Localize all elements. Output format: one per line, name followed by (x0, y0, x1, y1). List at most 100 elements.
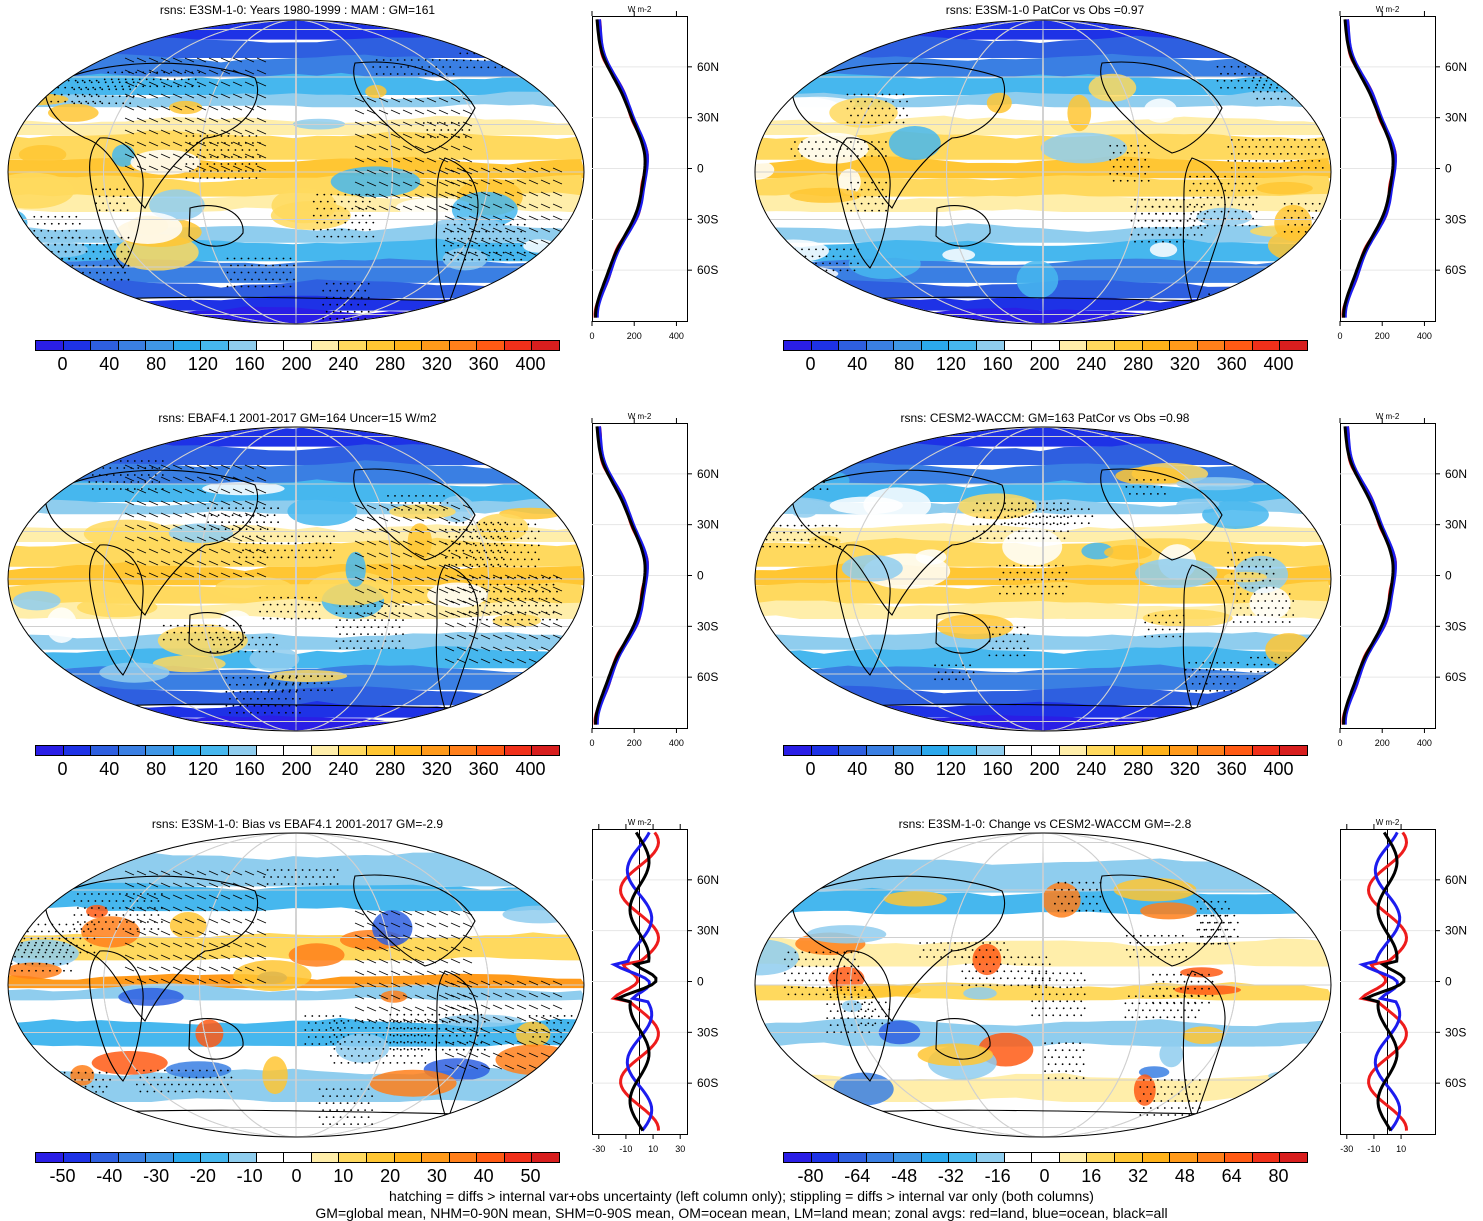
zonal-svg: 60N 30N 0 30S 60S -30 -10 10 30 W m-2 (592, 818, 719, 1154)
graticule-meridian (199, 427, 393, 731)
zonal-x-tick-label: 0 (589, 331, 594, 341)
colorbar-swatch (63, 341, 92, 350)
colorbar-tick-label: 40 (473, 1166, 494, 1186)
stippling-layer (38, 460, 558, 714)
colorbar-tick-label: 80 (146, 354, 167, 374)
colorbar-swatch (1280, 1153, 1307, 1162)
zonal-x-tick-label: 200 (627, 738, 642, 748)
colorbar-swatch (949, 746, 978, 755)
colorbar-swatch (311, 1153, 340, 1162)
colorbar-tick-label: -80 (797, 1166, 824, 1186)
colorbar-tick-label: 32 (1128, 1166, 1149, 1186)
colorbar-tick-label: 400 (515, 354, 546, 374)
colorbar-swatch (1225, 746, 1253, 755)
zonal-svg: 60N 30N 0 30S 60S -30 -10 10 W m-2 (1340, 818, 1467, 1154)
zonal-x-tick-label: 200 (1375, 331, 1390, 341)
coastline (1100, 61, 1223, 154)
colorbar-swatch (504, 1153, 533, 1162)
zonal-plot-2: 60N 30N 0 30S 60S 0 200 400 W m-2 (1337, 5, 1480, 361)
colorbar-swatch (1170, 1153, 1198, 1162)
colorbar-swatch (1032, 341, 1060, 350)
colorbar-swatch (894, 746, 922, 755)
map-svg (754, 19, 1332, 325)
map-field-patch (270, 201, 351, 230)
panel-title-1: rsns: E3SM-1-0: Years 1980-1999 : MAM : … (159, 3, 436, 17)
map-field-patch (789, 187, 861, 203)
zonal-lat-label: 30N (697, 111, 719, 125)
coastline (935, 612, 991, 654)
colorbar-swatch (866, 1153, 895, 1162)
zonal-svg: 60N 30N 0 30S 60S 0 200 400 W m-2 (1337, 412, 1467, 748)
colorbar-swatch (229, 1153, 257, 1162)
zonal-x-tick-label: 400 (669, 331, 684, 341)
colorbar-swatch (977, 1153, 1005, 1162)
coastline (791, 875, 1006, 1022)
map-field-patch (475, 513, 529, 542)
map-field-patch (149, 189, 205, 221)
map-field-patch (1159, 1041, 1183, 1068)
colorbar-swatch (839, 341, 867, 350)
map-field-patch (829, 97, 898, 128)
colorbar-swatch (921, 746, 950, 755)
zonal-line-all (1361, 831, 1406, 1132)
zonal-lat-label: 30N (1445, 924, 1467, 938)
coastline (89, 950, 144, 1082)
colorbar-swatch (532, 341, 559, 350)
zonal-x-tick-label: 200 (1375, 738, 1390, 748)
zonal-lat-label: 30S (1445, 1025, 1466, 1039)
colorbar-swatch (229, 746, 257, 755)
colorbar-tick-label: 200 (1029, 759, 1060, 779)
coastline (791, 62, 1006, 209)
map-field-patch (1133, 1074, 1156, 1106)
colorbar-swatch (949, 1153, 978, 1162)
colorbar-tick-label: 160 (982, 759, 1013, 779)
zonal-lat-label: 60S (1445, 1076, 1466, 1090)
zonal-x-tick-label: 30 (675, 1144, 685, 1154)
map-field-patch (152, 655, 226, 673)
zonal-lat-label: 0 (697, 162, 704, 176)
panel-title-2: rsns: E3SM-1-0 PatCor vs Obs =0.97 (945, 3, 1145, 17)
colorbar-tick-label: 360 (1216, 354, 1247, 374)
colorbar-swatch (366, 1153, 395, 1162)
colorbar-tick-label: 80 (894, 759, 915, 779)
colorbar-swatches (783, 1152, 1308, 1163)
colorbar-tick-label: -32 (937, 1166, 964, 1186)
colorbar-swatch (477, 746, 505, 755)
colorbar-swatch (894, 1153, 922, 1162)
colorbar-swatch (311, 341, 340, 350)
map-field-patch (8, 66, 46, 94)
colorbar-tick-label: 0 (57, 354, 68, 374)
map-field-patch (91, 1051, 168, 1075)
colorbar-tick-label: 0 (805, 354, 816, 374)
map-field-patch (806, 925, 887, 944)
map-field-patch (1002, 528, 1063, 566)
map-field-patch (1040, 132, 1128, 164)
zonal-lat-label: 0 (1445, 162, 1452, 176)
map-field-patch (502, 905, 578, 924)
colorbar-tick-label: 240 (1076, 759, 1107, 779)
colorbar-tick-label: 360 (1216, 759, 1247, 779)
coastline (836, 137, 891, 269)
map-field-patch (757, 239, 829, 263)
colorbar-swatch (477, 341, 505, 350)
zonal-lat-label: 60S (697, 263, 718, 277)
map-field-patch (48, 103, 99, 122)
map-svg (754, 426, 1332, 732)
map-field-patch (515, 1021, 551, 1047)
map-field-patch (365, 84, 387, 99)
colorbar-6: -80 -64 -48 -32 -16 0 16 32 48 64 80 (783, 1152, 1308, 1192)
colorbar-swatch (173, 746, 202, 755)
map-field-patch (972, 943, 1002, 976)
hatching-layer (124, 57, 563, 257)
map-field-patch (1288, 861, 1331, 896)
colorbar-swatch (394, 746, 423, 755)
colorbar-swatch (532, 1153, 559, 1162)
colorbar-tick-label: -30 (143, 1166, 170, 1186)
map-field-patch (13, 591, 61, 611)
colorbar-swatch (284, 746, 312, 755)
map-field-patch (165, 1061, 232, 1079)
colorbar-swatch (1280, 746, 1307, 755)
map-field-patch (86, 904, 108, 918)
colorbar-tick-label: 40 (847, 354, 868, 374)
colorbar-tick-label: 120 (187, 354, 218, 374)
